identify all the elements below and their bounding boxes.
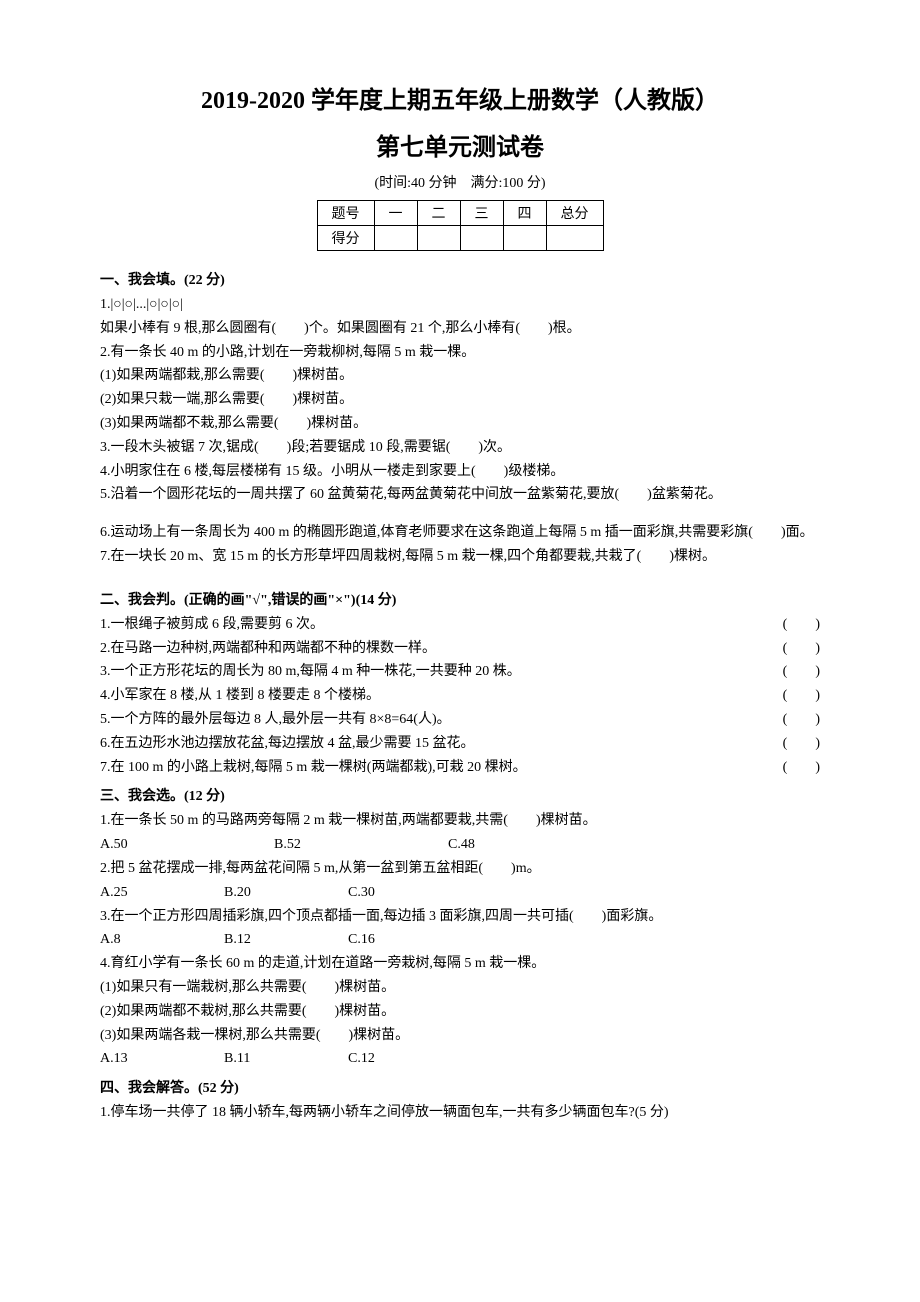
judgment-text: 2.在马路一边种树,两端都种和两端都不种的棵数一样。 [100,637,763,661]
header-cell: 一 [374,201,417,226]
s3-q4-3: (3)如果两端各栽一棵树,那么共需要( )棵树苗。 [100,1024,820,1048]
judgment-item: 1.一根绳子被剪成 6 段,需要剪 6 次。 ( ) [100,613,820,637]
subtitle: 第七单元测试卷 [100,127,820,162]
row-label-cell: 得分 [317,226,374,251]
spacer [100,507,820,521]
option: B.20 [224,881,344,905]
judgment-paren: ( ) [763,660,820,684]
judgment-item: 7.在 100 m 的小路上栽树,每隔 5 m 栽一棵树(两端都栽),可栽 20… [100,756,820,780]
header-cell: 二 [417,201,460,226]
empty-cell [460,226,503,251]
option: C.48 [448,833,618,857]
answer-space [100,1125,820,1161]
header-cell: 题号 [317,201,374,226]
option: A.13 [100,1047,220,1071]
empty-cell [503,226,546,251]
judgment-text: 3.一个正方形花坛的周长为 80 m,每隔 4 m 种一株花,一共要种 20 株… [100,660,763,684]
section1-heading: 一、我会填。(22 分) [100,269,820,289]
s3-q4-2: (2)如果两端都不栽树,那么共需要( )棵树苗。 [100,1000,820,1024]
judgment-paren: ( ) [763,756,820,780]
judgment-paren: ( ) [763,684,820,708]
s3-q4-options: A.13 B.11 C.12 [100,1047,820,1071]
judgment-item: 6.在五边形水池边摆放花盆,每边摆放 4 盆,最少需要 15 盆花。 ( ) [100,732,820,756]
judgment-item: 5.一个方阵的最外层每边 8 人,最外层一共有 8×8=64(人)。 ( ) [100,708,820,732]
q5: 5.沿着一个圆形花坛的一周共摆了 60 盆黄菊花,每两盆黄菊花中间放一盆紫菊花,… [100,483,820,507]
q4: 4.小明家住在 6 楼,每层楼梯有 15 级。小明从一楼走到家要上( )级楼梯。 [100,460,820,484]
section4-heading: 四、我会解答。(52 分) [100,1077,820,1097]
q1-pattern-text: .|○|○|...|○|○|○| [107,297,183,312]
s3-q2: 2.把 5 盆花摆成一排,每两盆花间隔 5 m,从第一盆到第五盆相距( )m。 [100,857,820,881]
judgment-item: 2.在马路一边种树,两端都种和两端都不种的棵数一样。 ( ) [100,637,820,661]
empty-cell [417,226,460,251]
option: A.50 [100,833,270,857]
q6: 6.运动场上有一条周长为 400 m 的椭圆形跑道,体育老师要求在这条跑道上每隔… [100,521,820,545]
section2-heading: 二、我会判。(正确的画"√",错误的画"×")(14 分) [100,589,820,609]
q2: 2.有一条长 40 m 的小路,计划在一旁栽柳树,每隔 5 m 栽一棵。 [100,341,820,365]
q3: 3.一段木头被锯 7 次,锯成( )段;若要锯成 10 段,需要锯( )次。 [100,436,820,460]
option: B.11 [224,1047,344,1071]
option: A.8 [100,928,220,952]
judgment-paren: ( ) [763,613,820,637]
q1-text: 如果小棒有 9 根,那么圆圈有( )个。如果圆圈有 21 个,那么小棒有( )根… [100,317,820,341]
table-row: 题号 一 二 三 四 总分 [317,201,603,226]
judgment-text: 4.小军家在 8 楼,从 1 楼到 8 楼要走 8 个楼梯。 [100,684,763,708]
option: C.16 [348,928,468,952]
judgment-item: 4.小军家在 8 楼,从 1 楼到 8 楼要走 8 个楼梯。 ( ) [100,684,820,708]
q7: 7.在一块长 20 m、宽 15 m 的长方形草坪四周栽树,每隔 5 m 栽一棵… [100,545,820,569]
header-cell: 三 [460,201,503,226]
q1-num: 1 [100,297,107,312]
s3-q4-1: (1)如果只有一端栽树,那么共需要( )棵树苗。 [100,976,820,1000]
option: C.30 [348,881,468,905]
judgment-paren: ( ) [763,637,820,661]
s3-q3: 3.在一个正方形四周插彩旗,四个顶点都插一面,每边插 3 面彩旗,四周一共可插(… [100,905,820,929]
s3-q1: 1.在一条长 50 m 的马路两旁每隔 2 m 栽一棵树苗,两端都要栽,共需( … [100,809,820,833]
empty-cell [546,226,603,251]
option: C.12 [348,1047,468,1071]
judgment-text: 7.在 100 m 的小路上栽树,每隔 5 m 栽一棵树(两端都栽),可栽 20… [100,756,763,780]
option: B.12 [224,928,344,952]
option: B.52 [274,833,444,857]
q2-2: (2)如果只栽一端,那么需要( )棵树苗。 [100,388,820,412]
header-cell: 总分 [546,201,603,226]
section3-heading: 三、我会选。(12 分) [100,785,820,805]
judgment-item: 3.一个正方形花坛的周长为 80 m,每隔 4 m 种一株花,一共要种 20 株… [100,660,820,684]
judgment-paren: ( ) [763,732,820,756]
s3-q1-options: A.50 B.52 C.48 [100,833,820,857]
s3-q2-options: A.25 B.20 C.30 [100,881,820,905]
timing-info: (时间:40 分钟 满分:100 分) [100,172,820,192]
s3-q4: 4.育红小学有一条长 60 m 的走道,计划在道路一旁栽树,每隔 5 m 栽一棵… [100,952,820,976]
q2-3: (3)如果两端都不栽,那么需要( )棵树苗。 [100,412,820,436]
s4-q1: 1.停车场一共停了 18 辆小轿车,每两辆小轿车之间停放一辆面包车,一共有多少辆… [100,1101,820,1125]
q2-1: (1)如果两端都栽,那么需要( )棵树苗。 [100,364,820,388]
table-row: 得分 [317,226,603,251]
judgment-text: 1.一根绳子被剪成 6 段,需要剪 6 次。 [100,613,763,637]
empty-cell [374,226,417,251]
judgment-text: 6.在五边形水池边摆放花盆,每边摆放 4 盆,最少需要 15 盆花。 [100,732,763,756]
option: A.25 [100,881,220,905]
judgment-text: 5.一个方阵的最外层每边 8 人,最外层一共有 8×8=64(人)。 [100,708,763,732]
score-table: 题号 一 二 三 四 总分 得分 [317,200,604,251]
s3-q3-options: A.8 B.12 C.16 [100,928,820,952]
judgment-paren: ( ) [763,708,820,732]
q1-pattern: 1.|○|○|...|○|○|○| [100,293,820,317]
header-cell: 四 [503,201,546,226]
spacer [100,569,820,583]
main-title: 2019-2020 学年度上期五年级上册数学（人教版） [100,80,820,115]
